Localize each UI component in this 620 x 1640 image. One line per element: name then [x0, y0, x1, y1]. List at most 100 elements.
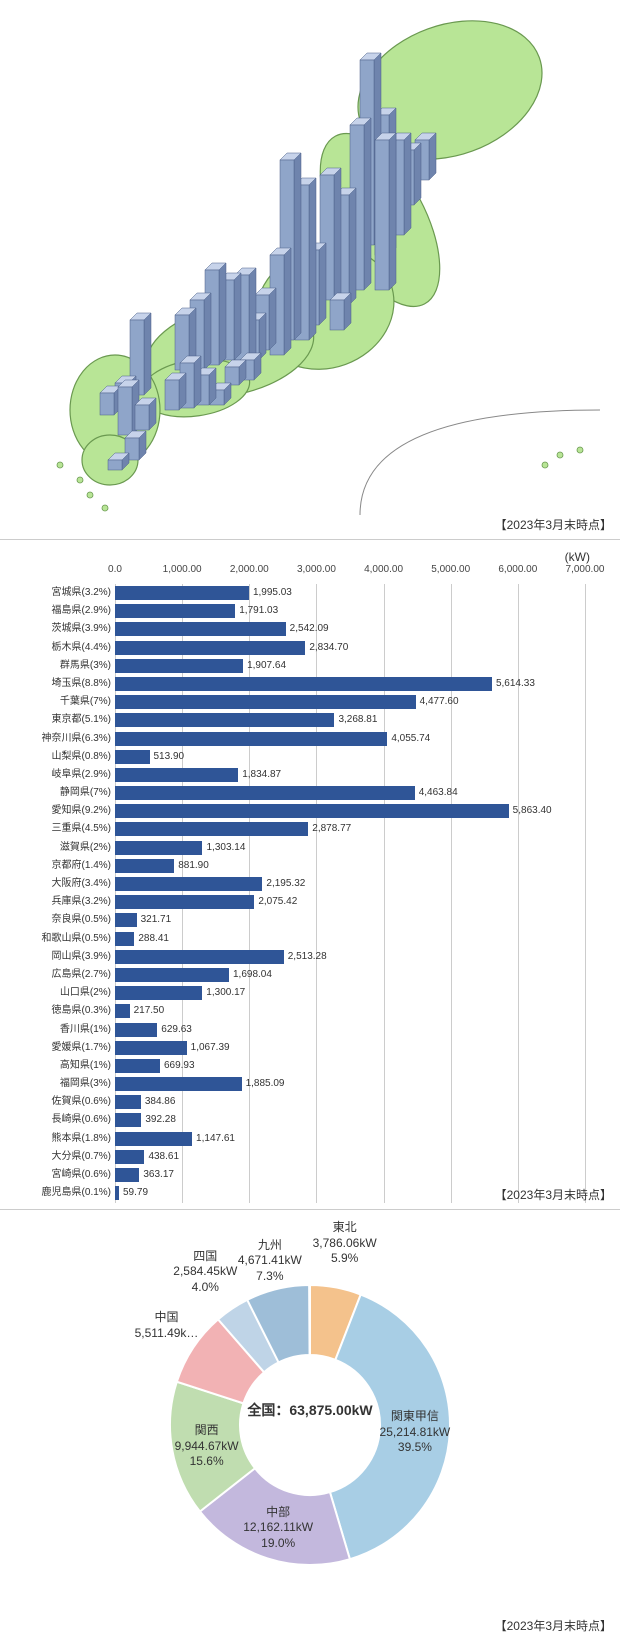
bar-row: 兵庫県(3.2%)2,075.42	[115, 893, 605, 911]
bar-rect	[115, 841, 202, 855]
bar-rect	[115, 1168, 139, 1182]
bar-row-label: 佐賀県(0.6%)	[52, 1093, 111, 1111]
bar-value-label: 881.90	[178, 857, 209, 875]
timestamp-bar: 【2023年3月末時点】	[495, 1186, 612, 1203]
bar-value-label: 2,542.09	[290, 620, 329, 638]
bar-value-label: 629.63	[161, 1021, 192, 1039]
x-tick: 2,000.00	[230, 564, 269, 575]
bar-value-label: 1,834.87	[242, 766, 281, 784]
bar-row-label: 神奈川県(6.3%)	[42, 730, 111, 748]
bar-rect	[115, 786, 415, 800]
bar-x-axis: 0.01,000.002,000.003,000.004,000.005,000…	[115, 564, 605, 584]
bar-value-label: 1,300.17	[206, 984, 245, 1002]
bar-row-label: 福島県(2.9%)	[52, 602, 111, 620]
bar-row: 和歌山県(0.5%)288.41	[115, 930, 605, 948]
bar-row: 滋賀県(2%)1,303.14	[115, 839, 605, 857]
x-tick: 4,000.00	[364, 564, 403, 575]
bar-row-label: 奈良県(0.5%)	[52, 911, 111, 929]
bar-row: 山梨県(0.8%)513.90	[115, 748, 605, 766]
bar-rect	[115, 677, 492, 691]
bar-value-label: 1,067.39	[191, 1039, 230, 1057]
bar-value-label: 2,834.70	[309, 639, 348, 657]
bar-row-label: 大阪府(3.4%)	[52, 875, 111, 893]
timestamp-donut: 【2023年3月末時点】	[495, 1617, 612, 1634]
bar-row-label: 徳島県(0.3%)	[52, 1002, 111, 1020]
bar-row: 東京都(5.1%)3,268.81	[115, 711, 605, 729]
bar-row: 岡山県(3.9%)2,513.28	[115, 948, 605, 966]
bar-value-label: 513.90	[154, 748, 185, 766]
bar-value-label: 2,195.32	[266, 875, 305, 893]
bar-row: 千葉県(7%)4,477.60	[115, 693, 605, 711]
bar-row: 宮崎県(0.6%)363.17	[115, 1166, 605, 1184]
donut-slice-label: 中部12,162.11kW19.0%	[233, 1505, 323, 1552]
bar-row-label: 福岡県(3%)	[60, 1075, 111, 1093]
donut-slice-label: 九州4,671.41kW7.3%	[225, 1238, 315, 1285]
bar-value-label: 288.41	[138, 930, 169, 948]
bar-row-label: 高知県(1%)	[60, 1057, 111, 1075]
bar-row-label: 熊本県(1.8%)	[52, 1130, 111, 1148]
bar-chart: 0.01,000.002,000.003,000.004,000.005,000…	[15, 564, 605, 1203]
bar-rect	[115, 1095, 141, 1109]
bar-row: 広島県(2.7%)1,698.04	[115, 966, 605, 984]
bar-row-label: 静岡県(7%)	[60, 784, 111, 802]
bar-row: 大阪府(3.4%)2,195.32	[115, 875, 605, 893]
bar-row: 山口県(2%)1,300.17	[115, 984, 605, 1002]
bar-value-label: 5,614.33	[496, 675, 535, 693]
bar-row: 三重県(4.5%)2,878.77	[115, 820, 605, 838]
x-tick: 7,000.00	[566, 564, 605, 575]
bar-rect	[115, 1077, 242, 1091]
bar-unit-label: (kW)	[10, 550, 590, 564]
bar-value-label: 392.28	[145, 1111, 176, 1129]
timestamp-map: 【2023年3月末時点】	[495, 516, 612, 533]
bar-row-label: 滋賀県(2%)	[60, 839, 111, 857]
bar-row-label: 岐阜県(2.9%)	[52, 766, 111, 784]
bar-rect	[115, 750, 150, 764]
bar-row: 愛知県(9.2%)5,863.40	[115, 802, 605, 820]
bar-value-label: 217.50	[134, 1002, 165, 1020]
bar-value-label: 2,513.28	[288, 948, 327, 966]
bar-row-label: 宮城県(3.2%)	[52, 584, 111, 602]
bar-row-label: 東京都(5.1%)	[52, 711, 111, 729]
bar-row-label: 三重県(4.5%)	[52, 820, 111, 838]
region-donut-panel: 全国：63,875.00kW 東北3,786.06kW5.9%関東甲信25,21…	[0, 1210, 620, 1640]
bar-rect	[115, 822, 308, 836]
bar-row: 宮城県(3.2%)1,995.03	[115, 584, 605, 602]
bar-row-label: 群馬県(3%)	[60, 657, 111, 675]
bar-row: 神奈川県(6.3%)4,055.74	[115, 730, 605, 748]
bar-row-label: 長崎県(0.6%)	[52, 1111, 111, 1129]
bar-row-label: 埼玉県(8.8%)	[52, 675, 111, 693]
bar-row-label: 香川県(1%)	[60, 1021, 111, 1039]
bar-row-label: 大分県(0.7%)	[52, 1148, 111, 1166]
bar-rect	[115, 622, 286, 636]
bar-row-label: 山梨県(0.8%)	[52, 748, 111, 766]
donut-center-label: 全国：63,875.00kW	[247, 1400, 372, 1420]
donut-slice-label: 関東甲信25,214.81kW39.5%	[370, 1409, 460, 1456]
bar-row-label: 千葉県(7%)	[60, 693, 111, 711]
bar-rect	[115, 604, 235, 618]
bar-value-label: 1,147.61	[196, 1130, 235, 1148]
bar-row: 長崎県(0.6%)392.28	[115, 1111, 605, 1129]
bar-row: 愛媛県(1.7%)1,067.39	[115, 1039, 605, 1057]
bar-rect	[115, 932, 134, 946]
bar-row-label: 京都府(1.4%)	[52, 857, 111, 875]
x-tick: 3,000.00	[297, 564, 336, 575]
bar-rect	[115, 695, 416, 709]
bar-value-label: 5,863.40	[513, 802, 552, 820]
bar-row: 茨城県(3.9%)2,542.09	[115, 620, 605, 638]
donut-slice-label: 関西9,944.67kW15.6%	[162, 1423, 252, 1470]
bar-rect	[115, 659, 243, 673]
bar-row: 群馬県(3%)1,907.64	[115, 657, 605, 675]
bar-rect	[115, 986, 202, 1000]
bar-rect	[115, 713, 334, 727]
bar-value-label: 2,075.42	[258, 893, 297, 911]
bar-rect	[115, 586, 249, 600]
bar-value-label: 1,791.03	[239, 602, 278, 620]
bar-value-label: 438.61	[148, 1148, 179, 1166]
bar-row-label: 岡山県(3.9%)	[52, 948, 111, 966]
bar-row: 栃木県(4.4%)2,834.70	[115, 639, 605, 657]
bar-row: 京都府(1.4%)881.90	[115, 857, 605, 875]
bar-value-label: 4,477.60	[420, 693, 459, 711]
bar-row-label: 愛知県(9.2%)	[52, 802, 111, 820]
bar-value-label: 3,268.81	[338, 711, 377, 729]
bar-rect	[115, 732, 387, 746]
